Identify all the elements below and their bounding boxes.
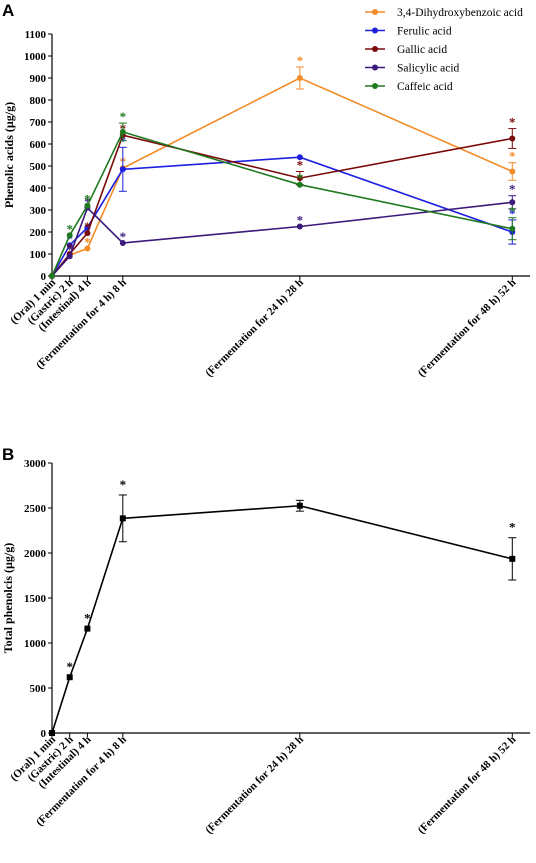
data-point [84,202,91,209]
y-tick-label: 500 [30,683,47,695]
series-caffeic-acid: ***** [49,109,517,279]
significance-star: * [66,659,73,674]
data-point [66,253,73,260]
data-point [296,181,303,188]
significance-star: * [297,171,304,186]
significance-star: * [84,219,91,234]
x-category-label: (Fermentation for 24 h) 28 h [203,277,306,380]
y-tick-label: 900 [30,73,47,85]
y-tick-label: 1100 [25,29,47,41]
legend-swatch-marker [372,64,378,71]
y-tick-label: 500 [30,161,47,173]
x-category-label: (Fermentation for 48 h) 52 h [416,734,519,837]
y-axis-title: Phenolic acids (µg/g) [2,102,16,208]
data-point [509,225,516,232]
significance-star: * [66,231,73,246]
significance-star: * [66,241,73,256]
significance-star: * [84,611,91,626]
data-point [509,199,516,206]
y-tick-label: 3000 [24,458,47,470]
data-point [296,223,303,230]
significance-star: * [297,158,304,173]
legend-swatch-marker [372,83,378,89]
data-point [84,245,91,252]
series-line [51,77,513,277]
data-point [84,230,91,237]
data-point [296,154,303,161]
significance-star: * [66,242,73,257]
data-point [296,175,303,182]
panel-b: B 0 500 1000 1500 2000 2500 3000 Total phenolcis… [1,445,530,836]
legend-swatch-marker [372,27,378,34]
data-point [66,674,73,681]
series-line [51,156,513,277]
data-point [509,135,516,142]
x-category-label: (Fermentation for 24 h) 28 h [203,734,306,837]
significance-star: * [509,115,516,130]
legend-label: 3,4-Dihydroxybenzoic acid [397,7,523,19]
y-tick-label: 1000 [24,51,47,63]
y-tick-label: 2000 [24,548,47,560]
y-tick-label: 400 [30,183,47,195]
data-point [509,168,516,175]
panel-letter: B [2,445,14,464]
data-point [49,273,55,279]
series-line [51,134,513,277]
significance-star: * [297,213,304,228]
y-axis-title: Total phenolcis (µg/g) [1,543,15,653]
data-point [296,75,303,81]
data-point [66,242,73,249]
series-line [51,130,513,277]
series-total: * * * * [49,477,517,736]
y-tick-label: 200 [30,227,47,239]
y-tick-label: 100 [30,249,47,261]
y-tick-label: 800 [30,95,47,107]
data-point [119,166,126,173]
significance-star: * [509,182,516,197]
significance-star: * [509,149,516,164]
y-tick-label: 2500 [24,503,47,515]
data-point [66,232,73,239]
significance-star: * [509,206,516,221]
panel-a: A 0 100 200 300 400 500 600 700 800 900 1000 1100 Phe… [2,1,530,379]
significance-star: * [509,204,516,219]
data-point [84,625,91,632]
significance-star: * [66,221,73,236]
significance-star: * [84,194,91,209]
significance-star: * [509,520,516,535]
y-tick-label: 300 [30,205,47,217]
legend-label: Caffeic acid [397,81,453,93]
data-point [509,555,516,562]
significance-star: * [84,235,91,250]
legend-label: Ferulic acid [397,26,452,38]
y-tick-label: 0 [41,271,47,283]
y-tick-label: 600 [30,139,47,151]
legend-swatch-marker [372,46,378,52]
data-point [296,502,303,509]
legend-label: Gallic acid [397,44,447,56]
series-salicylic-acid: ***** [49,182,517,279]
significance-star: * [120,229,127,244]
panel-letter: A [2,1,14,20]
significance-star: * [297,53,304,68]
significance-star: * [120,109,127,124]
y-tick-label: 700 [30,117,47,129]
y-tick-label: 1000 [24,638,47,650]
significance-star: * [66,240,73,255]
y-tick-label: 1500 [24,593,47,605]
significance-star: * [84,192,91,207]
legend-swatch-marker [372,9,378,15]
data-point [119,240,126,246]
data-point [49,730,55,736]
x-category-label: (Fermentation for 48 h) 52 h [416,277,519,380]
series-line [51,201,513,277]
legend: 3,4-Dihydroxybenzoic acid Ferulic acid Gal… [365,7,523,93]
y-tick-label: 0 [41,728,47,740]
series-line [51,504,513,734]
data-point [119,515,126,522]
significance-star: * [120,477,127,492]
legend-label: Salicylic acid [397,63,460,75]
data-point [119,128,126,135]
